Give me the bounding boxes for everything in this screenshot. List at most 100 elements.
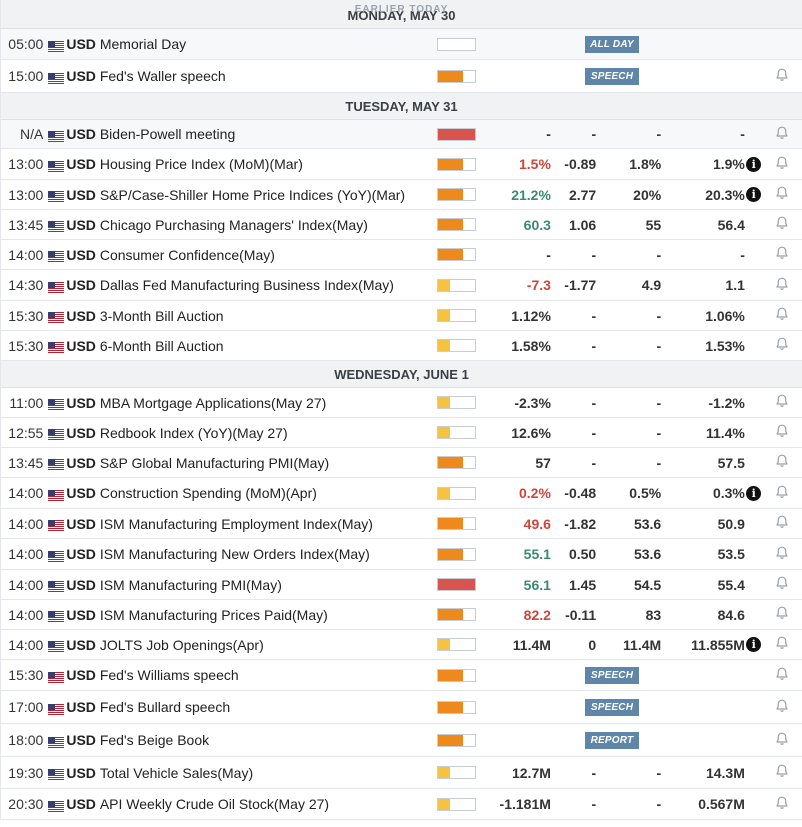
event-name[interactable]: Redbook Index (YoY)(May 27) bbox=[99, 424, 288, 441]
bell-icon[interactable] bbox=[774, 453, 790, 472]
event-deviation: -0.89 bbox=[564, 156, 597, 172]
event-time: 14:00 bbox=[8, 606, 44, 623]
event-row[interactable]: 13:00 USD Housing Price Index (MoM)(Mar) 1.… bbox=[1, 149, 802, 180]
event-row[interactable]: 14:00 USD ISM Manufacturing PMI(May) 56.1 1.… bbox=[1, 570, 802, 600]
event-name[interactable]: Biden-Powell meeting bbox=[99, 126, 236, 142]
event-name[interactable]: Fed's Bullard speech bbox=[99, 699, 231, 715]
event-row[interactable]: 14:30 USD Dallas Fed Manufacturing Busines… bbox=[1, 270, 802, 301]
event-deviation: 1.45 bbox=[568, 576, 597, 593]
bell-icon[interactable] bbox=[774, 276, 790, 295]
event-time: 15:30 bbox=[8, 667, 44, 683]
event-name[interactable]: API Weekly Crude Oil Stock(May 27) bbox=[99, 796, 330, 812]
impact-fill bbox=[437, 701, 463, 713]
event-name[interactable]: ISM Manufacturing PMI(May) bbox=[99, 576, 282, 593]
event-name[interactable]: Construction Spending (MoM)(Apr) bbox=[99, 485, 317, 501]
impact-bar bbox=[436, 157, 477, 171]
info-icon[interactable]: i bbox=[746, 187, 762, 202]
event-row[interactable]: 14:00 USD ISM Manufacturing Prices Paid(Ma… bbox=[1, 600, 802, 630]
info-icon[interactable]: i bbox=[746, 637, 762, 652]
us-flag-icon bbox=[48, 159, 65, 172]
event-row[interactable]: 15:30 USD 6-Month Bill Auction 1.58% - - 1.53% bbox=[1, 331, 802, 361]
event-row[interactable]: 15:30 USD Fed's Williams speech SPEECH bbox=[1, 660, 802, 691]
event-row[interactable]: 20:30 USD API Weekly Crude Oil Stock(May 2… bbox=[1, 789, 802, 820]
bell-icon[interactable] bbox=[774, 731, 790, 750]
event-name[interactable]: ISM Manufacturing Prices Paid(May) bbox=[99, 606, 328, 623]
bell-icon[interactable] bbox=[774, 245, 790, 264]
bell-icon[interactable] bbox=[774, 215, 790, 234]
event-row[interactable]: 14:00 USD ISM Manufacturing New Orders Ind… bbox=[1, 539, 802, 570]
bell-icon[interactable] bbox=[774, 605, 790, 624]
event-name[interactable]: ISM Manufacturing New Orders Index(May) bbox=[99, 546, 370, 562]
bell-icon[interactable] bbox=[774, 763, 790, 782]
event-previous: 53.5 bbox=[717, 546, 745, 562]
event-name[interactable]: S&P Global Manufacturing PMI(May) bbox=[99, 454, 330, 471]
bell-icon[interactable] bbox=[774, 423, 790, 442]
event-name[interactable]: Consumer Confidence(May) bbox=[99, 246, 275, 263]
event-row[interactable]: 13:45 USD Chicago Purchasing Managers' Ind… bbox=[1, 210, 802, 240]
impact-fill bbox=[437, 548, 463, 560]
bell-icon[interactable] bbox=[774, 666, 790, 685]
event-name[interactable]: Memorial Day bbox=[99, 36, 187, 52]
event-row[interactable]: 13:45 USD S&P Global Manufacturing PMI(May… bbox=[1, 448, 802, 478]
event-row[interactable]: 14:00 USD Construction Spending (MoM)(Apr)… bbox=[1, 478, 802, 509]
bell-icon[interactable] bbox=[774, 336, 790, 355]
event-row[interactable]: 11:00 USD MBA Mortgage Applications(May 27… bbox=[1, 388, 802, 418]
event-type-tag: ALL DAY bbox=[585, 35, 639, 53]
event-deviation: - bbox=[591, 424, 597, 441]
event-name[interactable]: 3-Month Bill Auction bbox=[99, 307, 224, 324]
event-name[interactable]: Chicago Purchasing Managers' Index(May) bbox=[99, 216, 368, 233]
info-icon[interactable]: i bbox=[746, 156, 762, 172]
event-row[interactable]: 17:00 USD Fed's Bullard speech SPEECH bbox=[1, 691, 802, 724]
event-time: 05:00 bbox=[8, 36, 44, 52]
bell-icon[interactable] bbox=[774, 393, 790, 412]
event-row[interactable]: 05:00 USD Memorial Day ALL DAY bbox=[1, 29, 802, 60]
event-name[interactable]: ISM Manufacturing Employment Index(May) bbox=[99, 515, 373, 532]
event-name[interactable]: Fed's Williams speech bbox=[99, 667, 239, 683]
event-time: 15:30 bbox=[8, 307, 44, 324]
event-name[interactable]: Dallas Fed Manufacturing Business Index(… bbox=[99, 277, 394, 293]
event-time: 15:30 bbox=[8, 337, 44, 354]
bell-icon[interactable] bbox=[774, 575, 790, 594]
event-name[interactable]: Fed's Beige Book bbox=[99, 732, 210, 748]
event-time: 14:00 bbox=[8, 576, 44, 593]
bell-icon[interactable] bbox=[774, 635, 790, 654]
event-row[interactable]: 15:00 USD Fed's Waller speech SPEECH bbox=[1, 60, 802, 93]
event-actual: 60.3 bbox=[523, 216, 551, 233]
bell-icon[interactable] bbox=[774, 185, 790, 204]
bell-cell bbox=[763, 336, 802, 355]
event-name[interactable]: S&P/Case-Shiller Home Price Indices (YoY… bbox=[99, 186, 406, 203]
event-name[interactable]: Housing Price Index (MoM)(Mar) bbox=[99, 156, 303, 172]
bell-icon[interactable] bbox=[774, 698, 790, 717]
impact-fill bbox=[437, 798, 450, 810]
event-row[interactable]: N/A USD Biden-Powell meeting - - - - bbox=[1, 120, 802, 149]
event-row[interactable]: 13:00 USD S&P/Case-Shiller Home Price Indi… bbox=[1, 180, 802, 210]
event-name[interactable]: MBA Mortgage Applications(May 27) bbox=[99, 394, 327, 411]
bell-icon[interactable] bbox=[774, 155, 790, 174]
event-previous: 1.53% bbox=[705, 337, 745, 354]
bell-icon[interactable] bbox=[774, 514, 790, 533]
bell-icon[interactable] bbox=[774, 67, 790, 86]
bell-icon[interactable] bbox=[774, 795, 790, 814]
event-previous: -1.2% bbox=[708, 394, 745, 411]
event-row[interactable]: 18:00 USD Fed's Beige Book REPORT bbox=[1, 724, 802, 757]
us-flag-icon bbox=[48, 579, 65, 592]
bell-icon[interactable] bbox=[774, 306, 790, 325]
event-row[interactable]: 14:00 USD Consumer Confidence(May) - - - - bbox=[1, 240, 802, 270]
info-icon[interactable]: i bbox=[746, 485, 762, 501]
event-name[interactable]: Total Vehicle Sales(May) bbox=[99, 764, 254, 781]
event-row[interactable]: 12:55 USD Redbook Index (YoY)(May 27) 12.6%… bbox=[1, 418, 802, 448]
bell-icon[interactable] bbox=[774, 125, 790, 144]
event-name[interactable]: Fed's Waller speech bbox=[99, 68, 226, 84]
event-previous: 0.3% bbox=[712, 485, 745, 501]
bell-icon[interactable] bbox=[774, 545, 790, 564]
event-name[interactable]: 6-Month Bill Auction bbox=[99, 337, 224, 354]
event-row[interactable]: 15:30 USD 3-Month Bill Auction 1.12% - - 1.06% bbox=[1, 301, 802, 331]
event-row[interactable]: 19:30 USD Total Vehicle Sales(May) 12.7M - - 1… bbox=[1, 757, 802, 789]
event-name[interactable]: JOLTS Job Openings(Apr) bbox=[99, 636, 264, 653]
event-row[interactable]: 14:00 USD JOLTS Job Openings(Apr) 11.4M 0 11.… bbox=[1, 630, 802, 660]
bell-icon[interactable] bbox=[774, 484, 790, 503]
us-flag-icon bbox=[48, 219, 65, 232]
impact-fill bbox=[437, 457, 463, 468]
event-previous: 1.9% bbox=[712, 156, 745, 172]
event-row[interactable]: 14:00 USD ISM Manufacturing Employment Ind… bbox=[1, 509, 802, 539]
